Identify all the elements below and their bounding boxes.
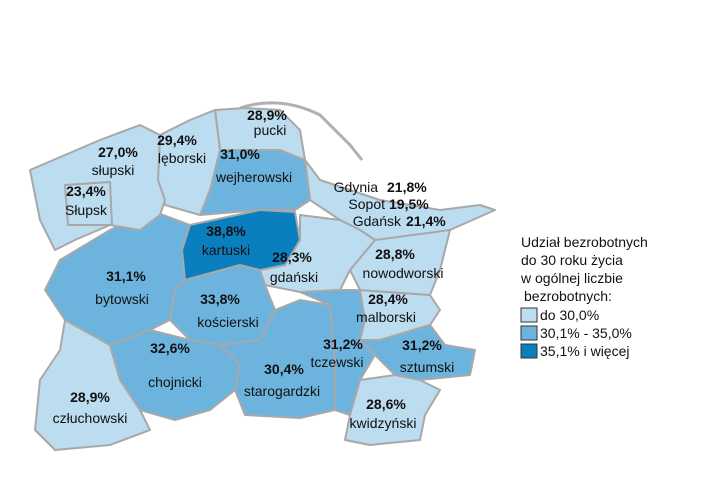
city-name: Gdańsk: [353, 213, 402, 229]
city-value: 21,8%: [387, 179, 427, 195]
region-name: malborski: [356, 309, 416, 325]
region-value: 31,0%: [220, 146, 260, 162]
legend-label: do 30,0%: [540, 307, 599, 323]
region-name: kościerski: [197, 314, 258, 330]
region-name: starogardzki: [244, 383, 320, 399]
legend-label: 35,1% i więcej: [540, 343, 630, 359]
region-value: 23,4%: [66, 183, 106, 199]
region-value: 29,4%: [157, 132, 197, 148]
region: [344, 374, 441, 446]
region-name: sztumski: [400, 359, 454, 375]
region-name: lęborski: [158, 150, 206, 166]
region-value: 30,4%: [264, 361, 304, 377]
region-name: wejherowski: [215, 169, 292, 185]
region-value: 28,9%: [247, 107, 287, 123]
region-name: kwidzyński: [350, 415, 417, 431]
region-value: 27,0%: [98, 144, 138, 160]
coastline: [239, 101, 364, 161]
region-value: 28,3%: [272, 249, 312, 265]
region-value: 31,1%: [106, 268, 146, 284]
region-value: 32,6%: [150, 340, 190, 356]
region: [214, 107, 306, 161]
legend-title: do 30 roku życia: [521, 252, 623, 268]
region-value: 28,6%: [366, 396, 406, 412]
region-name: chojnicki: [148, 374, 202, 390]
region: [64, 181, 113, 226]
region: [359, 324, 476, 381]
region-name: Słupsk: [65, 202, 108, 218]
region-value: 33,8%: [200, 291, 240, 307]
region-name: słupski: [92, 162, 135, 178]
legend-swatch: [520, 307, 538, 323]
city-name: Gdynia: [334, 179, 379, 195]
region-name: tczewski: [311, 354, 364, 370]
region: [299, 289, 376, 416]
region-value: 31,2%: [402, 337, 442, 353]
city-name: Sopot: [348, 196, 385, 212]
region-value: 28,8%: [375, 246, 415, 262]
region-name: bytowski: [95, 291, 149, 307]
legend-swatch: [520, 325, 538, 341]
legend-swatch: [520, 343, 538, 359]
region-value: 28,9%: [70, 389, 110, 405]
region-value: 38,8%: [206, 223, 246, 239]
city-value: 19,5%: [389, 196, 429, 212]
region-name: nowodworski: [363, 265, 444, 281]
region-name: człuchowski: [53, 410, 128, 426]
region-name: pucki: [254, 122, 287, 138]
legend-title: w ogólnej liczbie: [520, 270, 623, 286]
legend-label: 30,1% - 35,0%: [540, 325, 632, 341]
region-name: kartuski: [202, 242, 250, 258]
legend-title: Udział bezrobotnych: [521, 234, 648, 250]
legend-title: bezrobotnych:: [524, 288, 612, 304]
region-value: 31,2%: [323, 336, 363, 352]
region-name: gdański: [270, 269, 318, 285]
region-value: 28,4%: [368, 291, 408, 307]
city-value: 21,4%: [406, 213, 446, 229]
